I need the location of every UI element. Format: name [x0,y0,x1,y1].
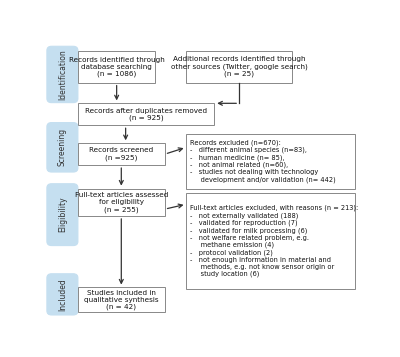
FancyBboxPatch shape [78,188,165,216]
Text: Full-text articles assessed
for eligibility
(n = 255): Full-text articles assessed for eligibil… [75,192,168,212]
Text: Records identified through
database searching
(n = 1086): Records identified through database sear… [69,57,164,77]
FancyBboxPatch shape [186,134,355,188]
Text: Studies included in
qualitative synthesis
(n = 42): Studies included in qualitative synthesi… [84,290,159,310]
FancyBboxPatch shape [47,122,78,172]
FancyBboxPatch shape [78,143,165,165]
FancyBboxPatch shape [47,274,78,315]
Text: Included: Included [58,278,67,311]
FancyBboxPatch shape [78,287,165,312]
Text: Identification: Identification [58,49,67,100]
Text: Additional records identified through
other sources (Twitter, google search)
(n : Additional records identified through ot… [171,56,308,77]
FancyBboxPatch shape [47,46,78,102]
FancyBboxPatch shape [78,103,214,125]
Text: Screening: Screening [58,128,67,166]
FancyBboxPatch shape [78,51,155,83]
FancyBboxPatch shape [186,51,292,83]
Text: Full-text articles excluded, with reasons (n = 213):
-   not externally validate: Full-text articles excluded, with reason… [190,205,358,277]
FancyBboxPatch shape [47,184,78,246]
Text: Records after duplicates removed
(n = 925): Records after duplicates removed (n = 92… [85,107,207,121]
Text: Records excluded (n=670):
-   different animal species (n=83),
-   human medicin: Records excluded (n=670): - different an… [190,139,336,183]
Text: Records screened
(n =925): Records screened (n =925) [89,147,154,161]
Text: Eligibility: Eligibility [58,197,67,232]
FancyBboxPatch shape [186,193,355,289]
